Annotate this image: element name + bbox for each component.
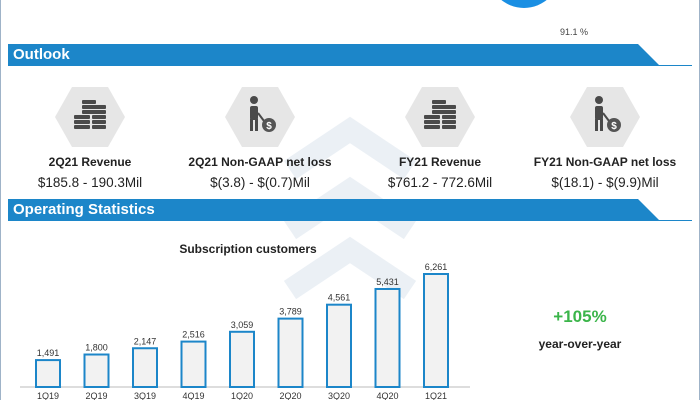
bar-1Q19 — [35, 359, 61, 388]
person-dollar-icon: $ — [224, 85, 296, 149]
bar-4Q19 — [180, 340, 207, 388]
yoy-growth-label: year-over-year — [538, 337, 622, 351]
bar-value-label: 3,059 — [231, 320, 254, 330]
category-tick-label: 1Q21 — [425, 391, 447, 400]
percentage-donut-segment — [488, 0, 560, 8]
outlook-item-2q21-revenue: 2Q21 Revenue $185.8 - 190.3Mil — [5, 85, 175, 190]
coins-icon — [404, 85, 476, 149]
operating-banner-rule — [8, 220, 692, 221]
category-tick-label: 2Q19 — [85, 391, 107, 400]
category-tick-label: 3Q20 — [328, 391, 350, 400]
outlook-title: Outlook — [13, 46, 70, 63]
outlook-label: FY21 Non-GAAP net loss — [533, 155, 677, 169]
bar-value-label: 2,516 — [182, 330, 205, 340]
person-dollar-icon: $ — [569, 85, 641, 149]
bar-1Q21 — [423, 273, 449, 388]
bar-1Q20 — [229, 330, 255, 389]
category-tick-label: 1Q20 — [231, 391, 253, 400]
category-tick-label: 1Q19 — [37, 391, 59, 400]
outlook-label: 2Q21 Revenue — [48, 155, 132, 169]
outlook-item-2q21-net-loss: $ 2Q21 Non-GAAP net loss $(3.8) - $(0.7)… — [175, 85, 345, 190]
svg-text:$: $ — [266, 121, 272, 132]
bar-4Q20 — [374, 287, 401, 388]
category-tick-label: 4Q20 — [376, 391, 398, 400]
bar-2Q19 — [83, 353, 110, 388]
bar-value-label: 4,561 — [328, 293, 351, 303]
outlook-value: $(3.8) - $(0.7)Mil — [210, 175, 310, 190]
outlook-value: $185.8 - 190.3Mil — [37, 175, 143, 190]
category-tick-label: 4Q19 — [182, 391, 204, 400]
outlook-item-fy21-net-loss: $ FY21 Non-GAAP net loss $(18.1) - $(9.9… — [520, 85, 690, 190]
outlook-value: $761.2 - 772.6Mil — [387, 175, 493, 190]
operating-statistics-title: Operating Statistics — [13, 201, 155, 218]
outlook-banner: Outlook — [8, 44, 660, 66]
bar-value-label: 2,147 — [134, 336, 157, 346]
bar-2Q20 — [277, 317, 304, 389]
coins-icon — [54, 85, 126, 149]
percentage-label: 91.1 % — [560, 27, 589, 37]
bar-value-label: 3,789 — [279, 307, 302, 317]
svg-text:$: $ — [611, 121, 617, 132]
chart-title: Subscription customers — [179, 242, 317, 256]
bar-value-label: 5,431 — [376, 277, 399, 287]
bar-value-label: 1,800 — [85, 343, 108, 353]
operating-statistics-banner: Operating Statistics — [8, 199, 660, 221]
outlook-item-fy21-revenue: FY21 Revenue $761.2 - 772.6Mil — [355, 85, 525, 190]
category-tick-label: 3Q19 — [134, 391, 156, 400]
outlook-label: 2Q21 Non-GAAP net loss — [188, 155, 332, 169]
category-tick-label: 2Q20 — [279, 391, 301, 400]
page-border-left — [0, 0, 1, 400]
bar-3Q20 — [326, 303, 352, 388]
bar-value-label: 1,491 — [37, 348, 60, 358]
outlook-value: $(18.1) - $(9.9)Mil — [551, 175, 659, 190]
yoy-growth-value: +105% — [553, 307, 607, 326]
outlook-banner-rule — [8, 65, 692, 66]
bar-3Q19 — [132, 347, 158, 389]
outlook-label: FY21 Revenue — [398, 155, 482, 169]
bar-value-label: 6,261 — [425, 262, 448, 272]
subscription-customers-chart: 1,491 1Q19 1,800 2Q19 2,147 3Q19 2,516 4Q19 3,05… — [20, 262, 470, 400]
